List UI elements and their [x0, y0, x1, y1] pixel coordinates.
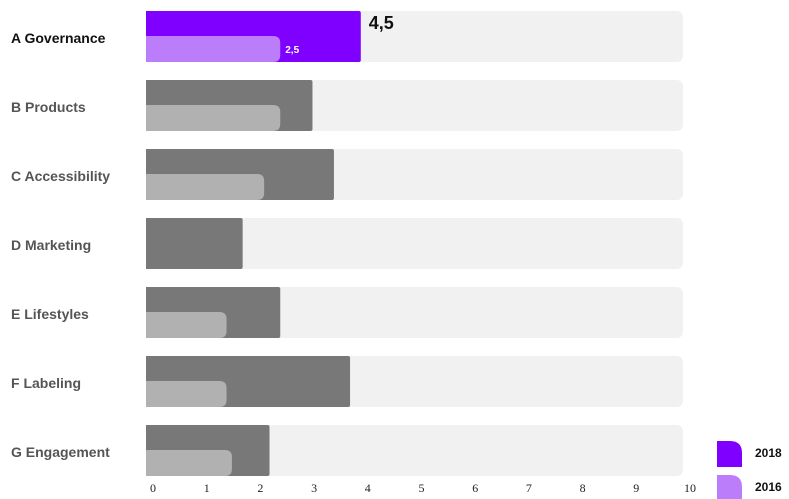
x-tick-label: 6 — [472, 481, 478, 495]
x-tick-label: 4 — [365, 481, 371, 495]
track-bg — [146, 218, 683, 269]
x-tick-label: 0 — [150, 481, 156, 495]
legend-label: 2018 — [755, 446, 782, 460]
category-label: F Labeling — [11, 375, 81, 391]
category-label: B Products — [11, 99, 86, 115]
bar-2016 — [146, 36, 281, 62]
track-bg — [146, 425, 683, 476]
category-label: E Lifestyles — [11, 306, 89, 322]
bar-2018 — [146, 218, 243, 269]
bar-2016 — [146, 450, 232, 476]
category-label: A Governance — [11, 30, 106, 46]
bar-2016 — [146, 174, 265, 200]
x-tick-label: 7 — [526, 481, 532, 495]
x-tick-label: 8 — [580, 481, 586, 495]
x-tick-label: 2 — [257, 481, 263, 495]
x-tick-label: 9 — [633, 481, 639, 495]
bar-2016 — [146, 381, 227, 407]
x-tick-label: 3 — [311, 481, 317, 495]
legend-swatch — [717, 475, 742, 499]
legend-swatch — [717, 441, 742, 467]
category-label: D Marketing — [11, 237, 91, 253]
category-label: C Accessibility — [11, 168, 110, 184]
x-tick-label: 1 — [204, 481, 210, 495]
bar-2016 — [146, 105, 281, 131]
legend-label: 2016 — [755, 480, 782, 494]
bar-group: 4,5 2,5 — [146, 11, 394, 476]
bar-2016 — [146, 312, 227, 338]
data-label-2018: 4,5 — [369, 13, 394, 33]
legend: 2018 2016 — [717, 441, 782, 499]
x-axis-ticks: 0 1 2 3 4 5 6 7 8 9 10 — [150, 481, 696, 495]
x-tick-label: 10 — [684, 481, 696, 495]
category-labels: A Governance B Products C Accessibility D M… — [11, 30, 110, 460]
x-tick-label: 5 — [419, 481, 425, 495]
data-label-2016: 2,5 — [285, 45, 299, 56]
category-label: G Engagement — [11, 444, 110, 460]
